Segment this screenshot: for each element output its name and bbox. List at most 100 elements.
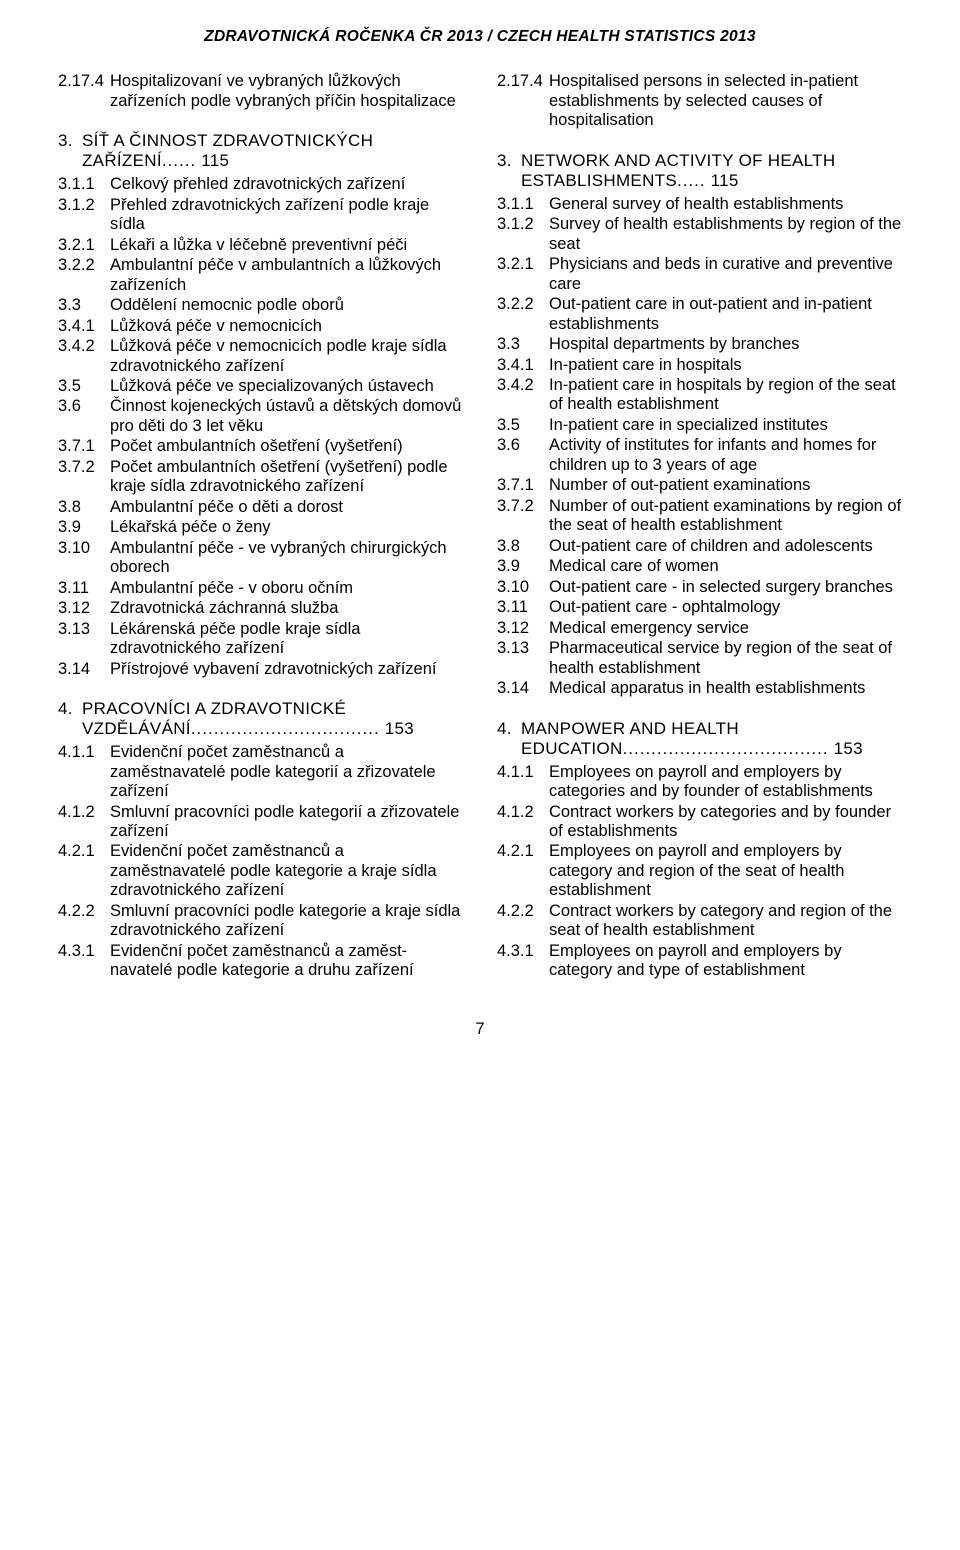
toc-entry: 4.2.2Contract workers by category and re… <box>497 902 902 941</box>
toc-num: 4.1.1 <box>497 763 549 802</box>
section-heading: 3. SÍŤ A ČINNOST ZDRAVOTNICKÝCH ZAŘÍZENÍ… <box>58 131 463 171</box>
toc-entry: 3.9Lékařská péče o ženy <box>58 518 463 537</box>
toc-text: General survey of health establishments <box>549 195 902 214</box>
toc-num: 3.1.1 <box>58 175 110 194</box>
toc-entry: 3.8Ambulantní péče o děti a dorost <box>58 498 463 517</box>
toc-entry: 3.1.1Celkový přehled zdravotnických zaří… <box>58 175 463 194</box>
toc-entry: 3.3Hospital departments by branches <box>497 335 902 354</box>
toc-text: Out-patient care of children and adolesc… <box>549 537 902 556</box>
toc-num: 4.1.1 <box>58 743 110 801</box>
toc-num: 3.9 <box>58 518 110 537</box>
toc-text: Contract workers by category and region … <box>549 902 902 941</box>
toc-num: 3.5 <box>58 377 110 396</box>
toc-entry: 3.8Out-patient care of children and adol… <box>497 537 902 556</box>
toc-entry: 3.2.1Lékaři a lůžka v léčebně preventivn… <box>58 236 463 255</box>
toc-num: 2.17.4 <box>58 72 110 111</box>
toc-entry: 3.14Medical apparatus in health establis… <box>497 679 902 698</box>
toc-text: Medical care of women <box>549 557 902 576</box>
toc-text: In-patient care in specialized institute… <box>549 416 902 435</box>
toc-text: Out-patient care - ophtalmology <box>549 598 902 617</box>
toc-entry: 3.10Out-patient care - in selected surge… <box>497 578 902 597</box>
section-title: NETWORK AND ACTIVITY OF HEALTH ESTABLISH… <box>521 151 902 191</box>
toc-text: Out-patient care in out-patient and in-p… <box>549 295 902 334</box>
toc-entry: 3.9Medical care of women <box>497 557 902 576</box>
toc-text: Zdravotnická záchranná služba <box>110 599 463 618</box>
toc-text: Lůžková péče v nemocnicích podle kraje s… <box>110 337 463 376</box>
page-header: ZDRAVOTNICKÁ ROČENKA ČR 2013 / CZECH HEA… <box>58 28 902 46</box>
toc-num: 3.1.2 <box>497 215 549 254</box>
toc-text: Hospital departments by branches <box>549 335 902 354</box>
toc-text: Oddělení nemocnic podle oborů <box>110 296 463 315</box>
toc-text: Ambulantní péče - ve vybraných chirurgic… <box>110 539 463 578</box>
toc-num: 3.7.1 <box>58 437 110 456</box>
toc-num: 3.12 <box>58 599 110 618</box>
toc-list-3-left: 3.1.1Celkový přehled zdravotnických zaří… <box>58 175 463 679</box>
toc-num: 3.14 <box>497 679 549 698</box>
toc-num: 4.2.1 <box>58 842 110 900</box>
toc-entry: 3.1.1General survey of health establishm… <box>497 195 902 214</box>
toc-num: 4.2.2 <box>58 902 110 941</box>
toc-entry: 3.7.2Počet ambulantních ošetření (vyšetř… <box>58 458 463 497</box>
toc-num: 3.1.1 <box>497 195 549 214</box>
toc-entry: 3.5Lůžková péče ve specializovaných ústa… <box>58 377 463 396</box>
toc-entry: 3.14Přístrojové vybavení zdravotnických … <box>58 660 463 679</box>
toc-num: 3.12 <box>497 619 549 638</box>
leader-dots: ...... <box>162 151 196 170</box>
toc-entry: 3.12Zdravotnická záchranná služba <box>58 599 463 618</box>
toc-text: Medical apparatus in health establishmen… <box>549 679 902 698</box>
toc-num: 3.5 <box>497 416 549 435</box>
toc-entry: 3.2.2Out-patient care in out-patient and… <box>497 295 902 334</box>
toc-text: Employees on payroll and employers by ca… <box>549 842 902 900</box>
toc-text: Evidenční počet zaměstnanců a zaměst­nav… <box>110 942 463 981</box>
toc-entry: 2.17.4 Hospitalizovaní ve vybraných lůžk… <box>58 72 463 111</box>
toc-list-4-left: 4.1.1Evidenční počet zaměstnanců a zaměs… <box>58 743 463 981</box>
toc-num: 3.13 <box>58 620 110 659</box>
two-column-layout: 2.17.4 Hospitalizovaní ve vybraných lůžk… <box>58 72 902 981</box>
toc-text: Ambulantní péče v ambulantních a lůžkový… <box>110 256 463 295</box>
section-heading: 3. NETWORK AND ACTIVITY OF HEALTH ESTABL… <box>497 151 902 191</box>
toc-text: Evidenční počet zaměstnanců a zaměstnava… <box>110 842 463 900</box>
section-page: 115 <box>706 171 739 190</box>
toc-text: Přehled zdravotnických zařízení podle kr… <box>110 196 463 235</box>
toc-num: 3.7.2 <box>497 497 549 536</box>
section-num: 4. <box>58 699 82 739</box>
toc-entry: 3.6Činnost kojeneckých ústavů a dětských… <box>58 397 463 436</box>
toc-text: Activity of institutes for infants and h… <box>549 436 902 475</box>
toc-entry: 3.12Medical emergency service <box>497 619 902 638</box>
toc-num: 3.2.2 <box>497 295 549 334</box>
toc-text: Out-patient care - in selected surgery b… <box>549 578 902 597</box>
toc-num: 4.1.2 <box>58 803 110 842</box>
toc-entry: 4.1.1Evidenční počet zaměstnanců a zaměs… <box>58 743 463 801</box>
toc-num: 3.8 <box>497 537 549 556</box>
toc-text: Lůžková péče ve specializovaných ústavec… <box>110 377 463 396</box>
toc-entry: 3.1.2Přehled zdravotnických zařízení pod… <box>58 196 463 235</box>
toc-text: Hospitalised persons in selected in-pati… <box>549 72 902 130</box>
toc-text: Number of out-patient examinations by re… <box>549 497 902 536</box>
toc-num: 3.8 <box>58 498 110 517</box>
toc-text: Contract workers by categories and by fo… <box>549 803 902 842</box>
toc-text: Number of out-patient examinations <box>549 476 902 495</box>
toc-entry: 3.1.2Survey of health establishments by … <box>497 215 902 254</box>
toc-entry: 3.11Ambulantní péče - v oboru očním <box>58 579 463 598</box>
toc-num: 3.2.1 <box>58 236 110 255</box>
toc-text: Evidenční počet zaměstnanců a zaměstnava… <box>110 743 463 801</box>
toc-text: Lékaři a lůžka v léčebně preventivní péč… <box>110 236 463 255</box>
toc-entry: 4.2.1Evidenční počet zaměstnanců a zaměs… <box>58 842 463 900</box>
toc-entry: 3.2.1Physicians and beds in curative and… <box>497 255 902 294</box>
toc-num: 3.10 <box>497 578 549 597</box>
toc-list-4-right: 4.1.1Employees on payroll and employers … <box>497 763 902 981</box>
toc-num: 3.14 <box>58 660 110 679</box>
toc-num: 4.3.1 <box>58 942 110 981</box>
toc-entry: 3.6Activity of institutes for infants an… <box>497 436 902 475</box>
toc-entry: 4.2.2Smluvní pracovníci podle kategorie … <box>58 902 463 941</box>
toc-text: Employees on payroll and employers by ca… <box>549 763 902 802</box>
toc-num: 3.7.1 <box>497 476 549 495</box>
section-num: 3. <box>58 131 82 171</box>
toc-text: Physicians and beds in curative and prev… <box>549 255 902 294</box>
section-page: 153 <box>380 719 414 738</box>
section-num: 3. <box>497 151 521 191</box>
toc-text: Lékárenská péče podle kraje sídla zdravo… <box>110 620 463 659</box>
toc-entry: 4.3.1Employees on payroll and employers … <box>497 942 902 981</box>
toc-entry: 3.4.2In-patient care in hospitals by reg… <box>497 376 902 415</box>
toc-text: Employees on payroll and employers by ca… <box>549 942 902 981</box>
